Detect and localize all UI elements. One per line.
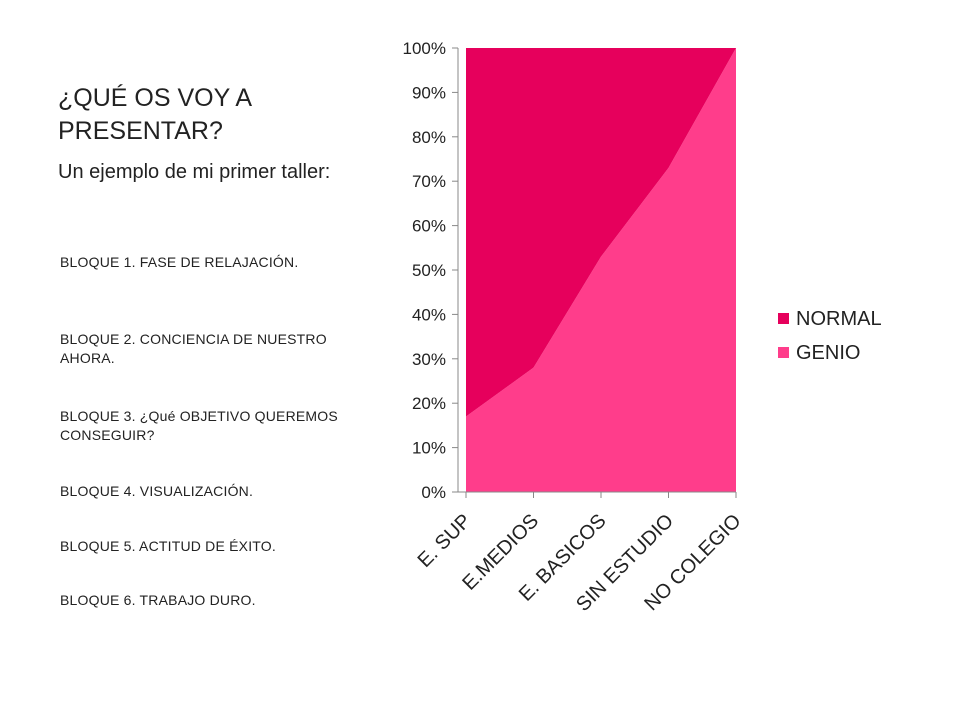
y-tick-label: 70% [412, 172, 446, 191]
area-series-genio [466, 48, 736, 492]
legend-swatch-genio [778, 347, 789, 358]
slide-subtitle: Un ejemplo de mi primer taller: [58, 161, 331, 183]
y-tick-label: 10% [412, 439, 446, 458]
bloque-3: BLOQUE 3. ¿Qué OBJETIVO QUEREMOS CONSEGU… [60, 408, 338, 443]
y-tick-label: 100% [403, 39, 446, 58]
y-tick-label: 20% [412, 394, 446, 413]
y-tick-label: 60% [412, 217, 446, 236]
y-tick-label: 30% [412, 350, 446, 369]
bloque-1: BLOQUE 1. FASE DE RELAJACIÓN. [60, 254, 299, 270]
slide-title: ¿QUÉ OS VOY A PRESENTAR? [58, 84, 251, 145]
bloque-2: BLOQUE 2. CONCIENCIA DE NUESTRO AHORA. [60, 331, 327, 366]
y-tick-label: 80% [412, 128, 446, 147]
y-tick-label: 90% [412, 83, 446, 102]
y-tick-label: 0% [421, 483, 446, 502]
x-category-label: E. SUP [414, 510, 476, 572]
bloque-5: BLOQUE 5. ACTITUD DE ÉXITO. [60, 538, 276, 554]
bloque-4: BLOQUE 4. VISUALIZACIÓN. [60, 483, 254, 499]
y-tick-label: 50% [412, 261, 446, 280]
area-series-normal [466, 48, 736, 417]
legend-label-genio: GENIO [796, 342, 860, 364]
legend-label-normal: NORMAL [796, 308, 882, 330]
y-tick-label: 40% [412, 305, 446, 324]
legend-swatch-normal [778, 313, 789, 324]
bloque-6: BLOQUE 6. TRABAJO DURO. [60, 592, 256, 608]
